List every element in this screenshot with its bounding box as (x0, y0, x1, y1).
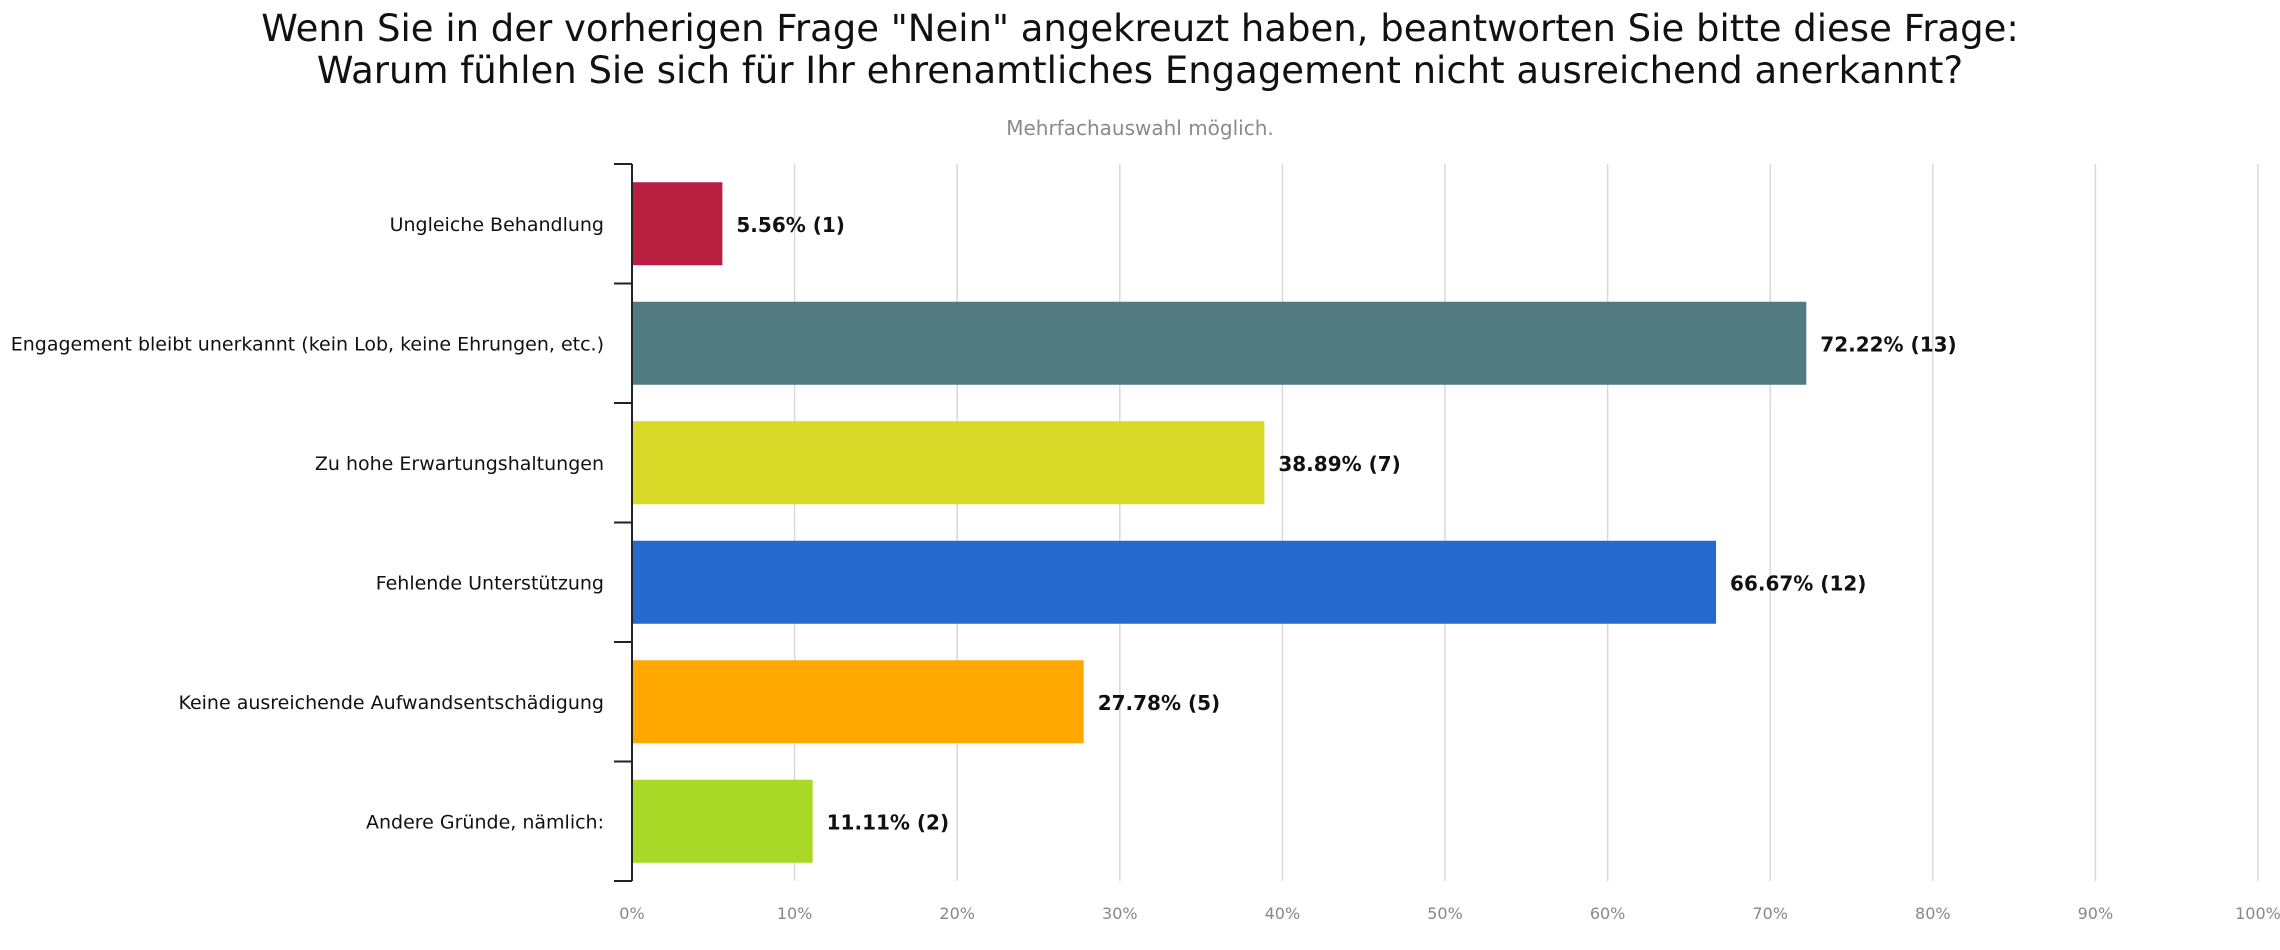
data-label: 72.22% (13) (1820, 332, 1956, 356)
x-tick-label: 30% (1102, 904, 1138, 923)
x-tick-label: 0% (619, 904, 644, 923)
chart-subtitle: Mehrfachauswahl möglich. (1006, 116, 1274, 140)
x-tick-label: 80% (1915, 904, 1951, 923)
data-label: 11.11% (2) (827, 810, 949, 834)
bar (632, 301, 1807, 385)
category-label: Keine ausreichende Aufwandsentschädigung (178, 692, 604, 714)
bar (632, 660, 1084, 744)
bar (632, 182, 723, 266)
bar (632, 540, 1717, 624)
data-label: 38.89% (7) (1278, 452, 1400, 476)
category-label: Andere Gründe, nämlich: (366, 811, 604, 833)
category-label: Engagement bleibt unerkannt (kein Lob, k… (11, 333, 604, 355)
x-tick-label: 40% (1265, 904, 1301, 923)
x-tick-label: 70% (1752, 904, 1788, 923)
category-label: Ungleiche Behandlung (390, 214, 604, 236)
data-label: 27.78% (5) (1098, 691, 1220, 715)
bar (632, 779, 813, 863)
x-tick-label: 90% (2078, 904, 2114, 923)
category-label: Zu hohe Erwartungshaltungen (315, 453, 604, 475)
chart-title-line-2: Warum fühlen Sie sich für Ihr ehrenamtli… (316, 49, 1964, 92)
bar (632, 421, 1265, 505)
x-tick-label: 60% (1590, 904, 1626, 923)
x-tick-label: 10% (777, 904, 813, 923)
data-label: 66.67% (12) (1730, 571, 1866, 595)
category-label: Fehlende Unterstützung (376, 572, 604, 594)
x-tick-label: 100% (2235, 904, 2280, 923)
x-tick-label: 50% (1427, 904, 1463, 923)
chart-title: Wenn Sie in der vorherigen Frage "Nein" … (0, 8, 2280, 92)
data-label: 5.56% (1) (736, 213, 845, 237)
chart-title-line-1: Wenn Sie in der vorherigen Frage "Nein" … (261, 7, 2019, 50)
x-tick-label: 20% (939, 904, 975, 923)
